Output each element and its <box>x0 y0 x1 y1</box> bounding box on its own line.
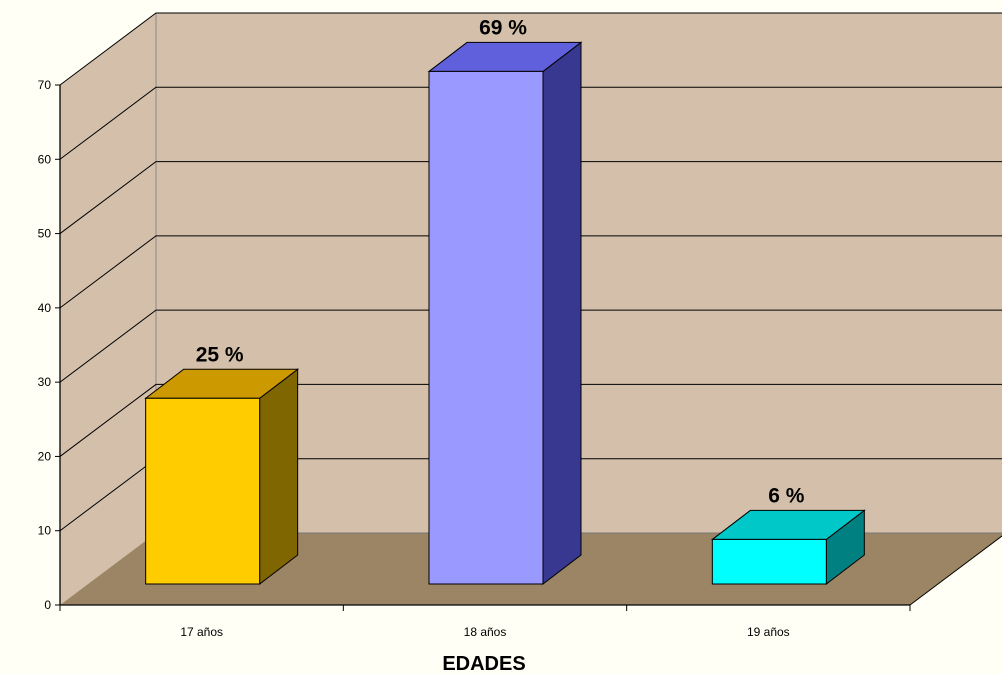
gridline <box>59 12 1002 86</box>
x-tick-label: 17 años <box>180 625 223 639</box>
side-wall <box>60 13 156 605</box>
x-tick-label: 18 años <box>464 625 507 639</box>
floor-edge <box>909 535 1002 606</box>
bar <box>144 368 300 586</box>
bars <box>144 41 866 586</box>
bar-front <box>145 397 261 585</box>
labels: 0 10 20 30 40 50 60 70 25 % 17 años 69 % 18 años 6 %… <box>38 16 805 639</box>
bar-side <box>542 41 582 586</box>
x-tick-label: 19 años <box>747 625 790 639</box>
data-label: 25 % <box>196 343 244 366</box>
y-tick-label: 0 <box>44 598 51 612</box>
gridline <box>59 86 1002 160</box>
data-label: 6 % <box>768 484 805 507</box>
gridline <box>59 309 1002 383</box>
y-tick-label: 60 <box>38 152 52 166</box>
gridline <box>59 383 1002 457</box>
y-tick-label: 30 <box>38 375 52 389</box>
y-tick-label: 10 <box>38 524 52 538</box>
data-label: 69 % <box>479 16 527 39</box>
bar-front <box>711 538 827 585</box>
bar-side <box>259 368 299 586</box>
x-axis-title: EDADES <box>442 653 525 674</box>
gridline <box>59 161 1002 234</box>
axes <box>55 84 911 611</box>
y-tick-label: 70 <box>38 78 52 92</box>
bar <box>710 509 866 586</box>
gridline <box>59 235 1002 309</box>
bar <box>427 41 583 586</box>
y-tick-label: 20 <box>38 449 52 463</box>
bar-front <box>428 70 544 585</box>
y-tick-label: 40 <box>38 301 52 315</box>
y-tick-label: 50 <box>38 227 52 241</box>
